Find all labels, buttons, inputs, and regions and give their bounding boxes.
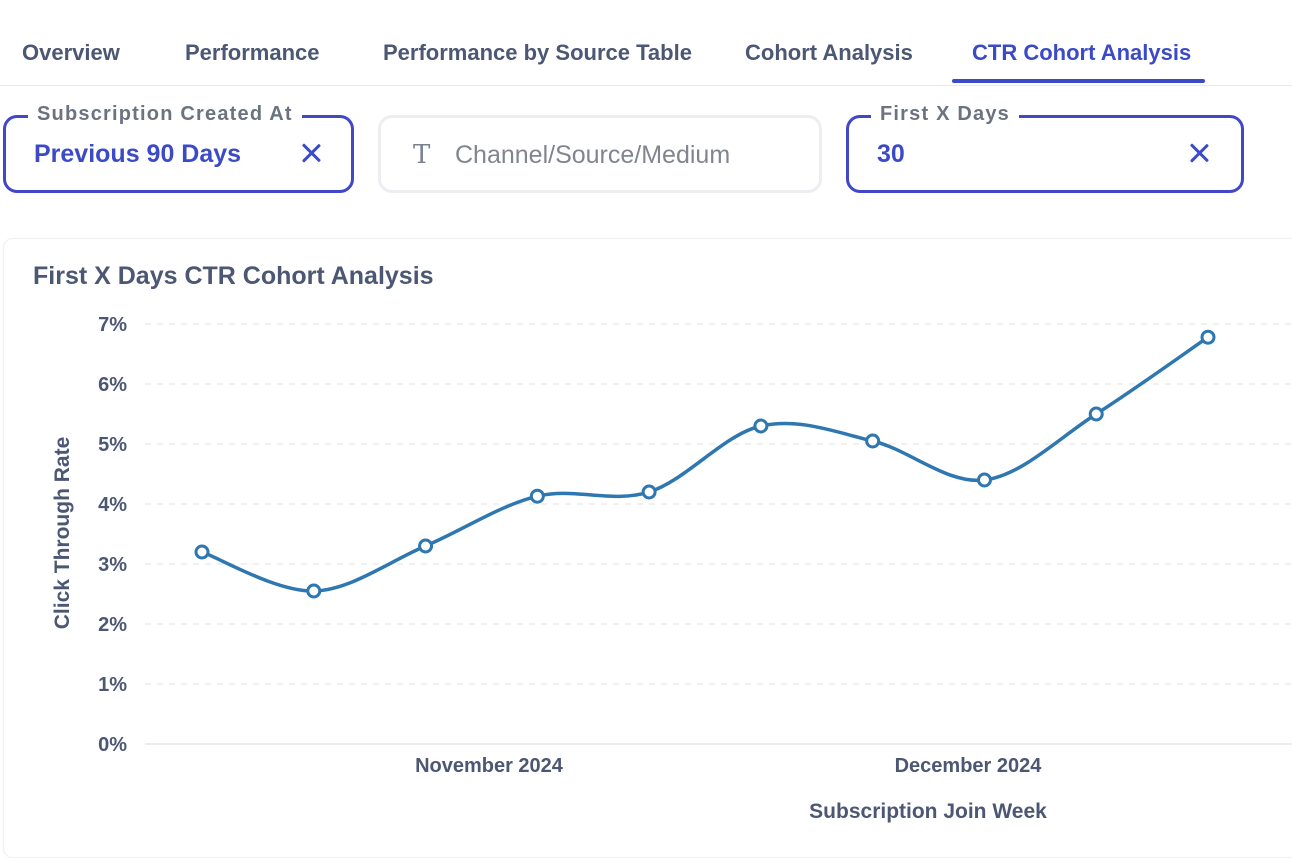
filter-legend: First X Days — [871, 103, 1020, 126]
series-layer — [194, 329, 1216, 599]
data-point[interactable] — [865, 433, 881, 449]
card-title: First X Days CTR Cohort Analysis — [33, 262, 434, 290]
data-point[interactable] — [194, 544, 210, 560]
tab-ctr-cohort-analysis[interactable]: CTR Cohort Analysis — [972, 40, 1192, 65]
tab-performance-by-source-table[interactable]: Performance by Source Table — [383, 40, 692, 65]
data-point[interactable] — [753, 418, 769, 434]
line-chart: 0% 1% 2% 3% 4% 5% 6% 7% November 2024 December 2… — [51, 314, 1292, 823]
first-x-days-filter[interactable]: First X Days 30 — [846, 103, 1244, 193]
tab-performance[interactable]: Performance — [185, 40, 320, 65]
text-icon: T — [413, 140, 431, 170]
tab-cohort-analysis[interactable]: Cohort Analysis — [745, 40, 913, 65]
y-tick-label: 7% — [98, 314, 127, 336]
filter-value: 30 — [877, 140, 905, 168]
data-point[interactable] — [641, 484, 657, 500]
y-tick-label: 1% — [98, 674, 127, 696]
data-point[interactable] — [1088, 406, 1104, 422]
chart-card — [3, 238, 1292, 858]
active-tab-indicator — [952, 79, 1205, 83]
y-tick-label: 6% — [98, 374, 127, 396]
y-axis-label: Click Through Rate — [51, 437, 74, 630]
series-line — [201, 335, 1209, 593]
filter-placeholder: Channel/Source/Medium — [455, 141, 731, 169]
subscription-created-filter[interactable]: Subscription Created At Previous 90 Days — [3, 103, 354, 193]
tab-overview[interactable]: Overview — [22, 40, 120, 65]
filter-legend: Subscription Created At — [28, 103, 302, 126]
data-point[interactable] — [1200, 329, 1216, 345]
y-tick-label: 3% — [98, 554, 127, 576]
channel-source-medium-filter[interactable]: T Channel/Source/Medium — [378, 115, 822, 193]
data-point[interactable] — [418, 538, 434, 554]
x-axis-label: Subscription Join Week — [809, 800, 1047, 823]
x-tick-labels: November 2024 December 2024 — [415, 755, 1042, 777]
x-tick-label: November 2024 — [415, 755, 564, 777]
y-tick-label: 0% — [98, 734, 127, 756]
data-point[interactable] — [976, 472, 992, 488]
x-tick-label: December 2024 — [895, 755, 1043, 777]
chart-grid — [145, 323, 1292, 745]
y-tick-label: 5% — [98, 434, 127, 456]
tab-bar: Overview Performance Performance by Sour… — [0, 0, 1292, 86]
filter-value: Previous 90 Days — [34, 140, 242, 168]
data-point[interactable] — [306, 583, 322, 599]
y-tick-label: 2% — [98, 614, 127, 636]
y-tick-labels: 0% 1% 2% 3% 4% 5% 6% 7% — [98, 314, 127, 756]
y-tick-label: 4% — [98, 494, 127, 516]
data-point[interactable] — [529, 488, 545, 504]
